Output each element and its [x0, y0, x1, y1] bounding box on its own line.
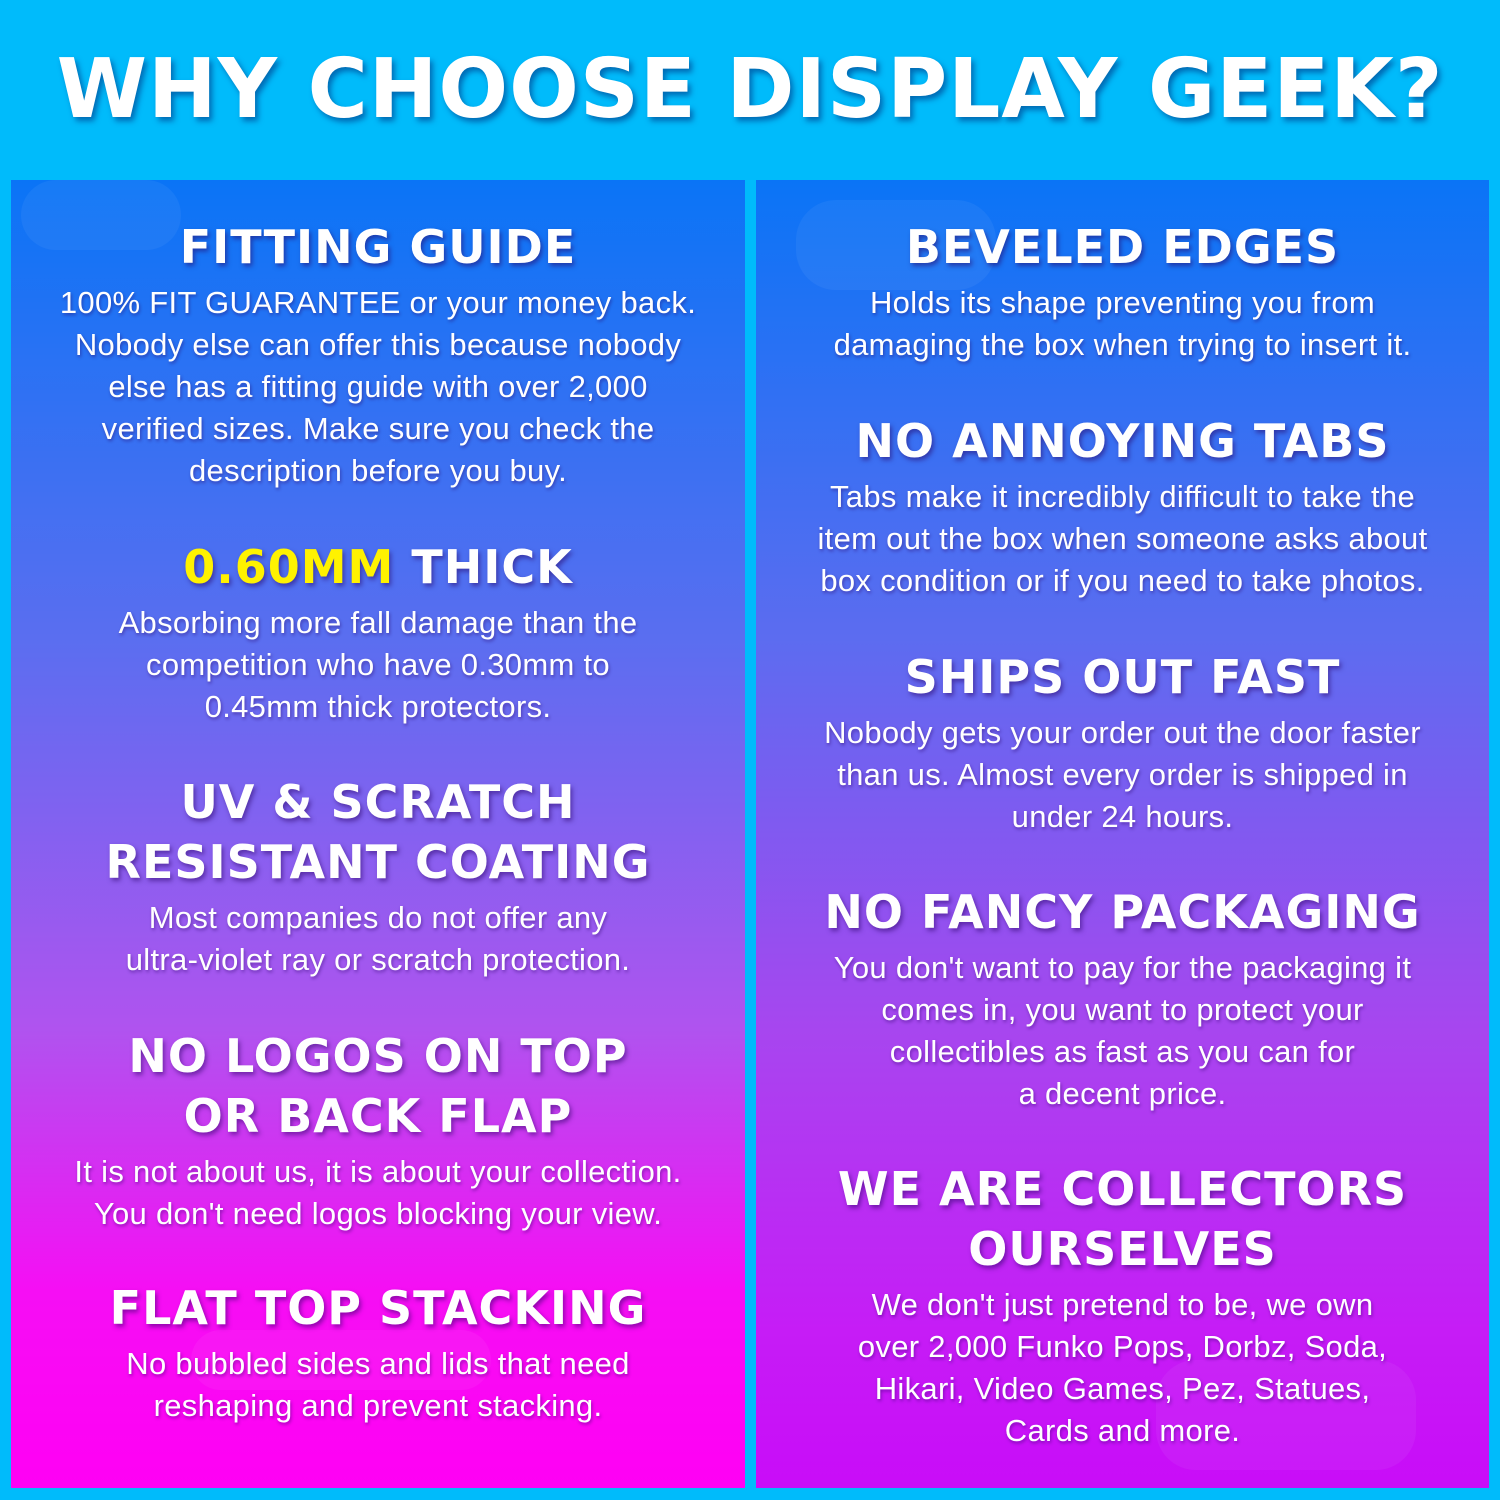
feature-heading: NO LOGOS ON TOP OR BACK FLAP: [128, 1029, 628, 1143]
thickness-highlight: 0.60MM: [183, 540, 395, 594]
feature-heading: SHIPS OUT FAST: [904, 650, 1341, 704]
feature-no-logos: NO LOGOS ON TOP OR BACK FLAP It is not ab…: [11, 1026, 745, 1235]
feature-description: It is not about us, it is about your col…: [74, 1154, 682, 1231]
feature-heading: 0.60MM THICK: [183, 540, 573, 594]
feature-heading: FLAT TOP STACKING: [109, 1281, 647, 1335]
feature-fitting-guide: FITTING GUIDE 100% FIT GUARANTEE or your…: [11, 217, 745, 492]
page-title: WHY CHOOSE DISPLAY GEEK?: [56, 42, 1444, 137]
feature-description: We don't just pretend to be, we own over …: [857, 1287, 1388, 1448]
feature-description: No bubbled sides and lids that need resha…: [126, 1346, 630, 1423]
background-pattern: [191, 1330, 491, 1390]
feature-heading: NO FANCY PACKAGING: [824, 885, 1421, 939]
feature-collectors: WE ARE COLLECTORS OURSELVES We don't just…: [756, 1159, 1489, 1452]
feature-heading: FITTING GUIDE: [179, 220, 577, 274]
feature-description: Most companies do not offer any ultra-vio…: [125, 900, 631, 977]
feature-heading: WE ARE COLLECTORS OURSELVES: [837, 1162, 1408, 1276]
feature-description: Absorbing more fall damage than the compe…: [118, 605, 638, 724]
feature-no-packaging: NO FANCY PACKAGING You don't want to pay…: [756, 882, 1489, 1115]
background-pattern: [796, 200, 996, 290]
feature-description: Tabs make it incredibly difficult to tak…: [817, 479, 1428, 598]
right-panel: BEVELED EDGES Holds its shape preventing…: [756, 180, 1489, 1488]
feature-heading: NO ANNOYING TABS: [855, 414, 1390, 468]
feature-description: Holds its shape preventing you from damag…: [833, 285, 1412, 362]
feature-description: You don't want to pay for the packaging …: [833, 950, 1412, 1111]
feature-no-tabs: NO ANNOYING TABS Tabs make it incredibly…: [756, 411, 1489, 602]
background-pattern: [1156, 1360, 1416, 1470]
feature-flat-top: FLAT TOP STACKING No bubbled sides and l…: [11, 1278, 745, 1427]
feature-heading: BEVELED EDGES: [905, 220, 1340, 274]
feature-uv-coating: UV & SCRATCH RESISTANT COATING Most compa…: [11, 772, 745, 981]
feature-heading: UV & SCRATCH RESISTANT COATING: [105, 775, 651, 889]
feature-thickness: 0.60MM THICK Absorbing more fall damage …: [11, 537, 745, 728]
feature-ships-fast: SHIPS OUT FAST Nobody gets your order ou…: [756, 647, 1489, 838]
feature-beveled-edges: BEVELED EDGES Holds its shape preventing…: [756, 217, 1489, 366]
left-panel: FITTING GUIDE 100% FIT GUARANTEE or your…: [11, 180, 745, 1488]
feature-description: 100% FIT GUARANTEE or your money back. No…: [59, 285, 697, 488]
feature-description: Nobody gets your order out the door fast…: [824, 715, 1421, 834]
background-pattern: [21, 180, 181, 250]
